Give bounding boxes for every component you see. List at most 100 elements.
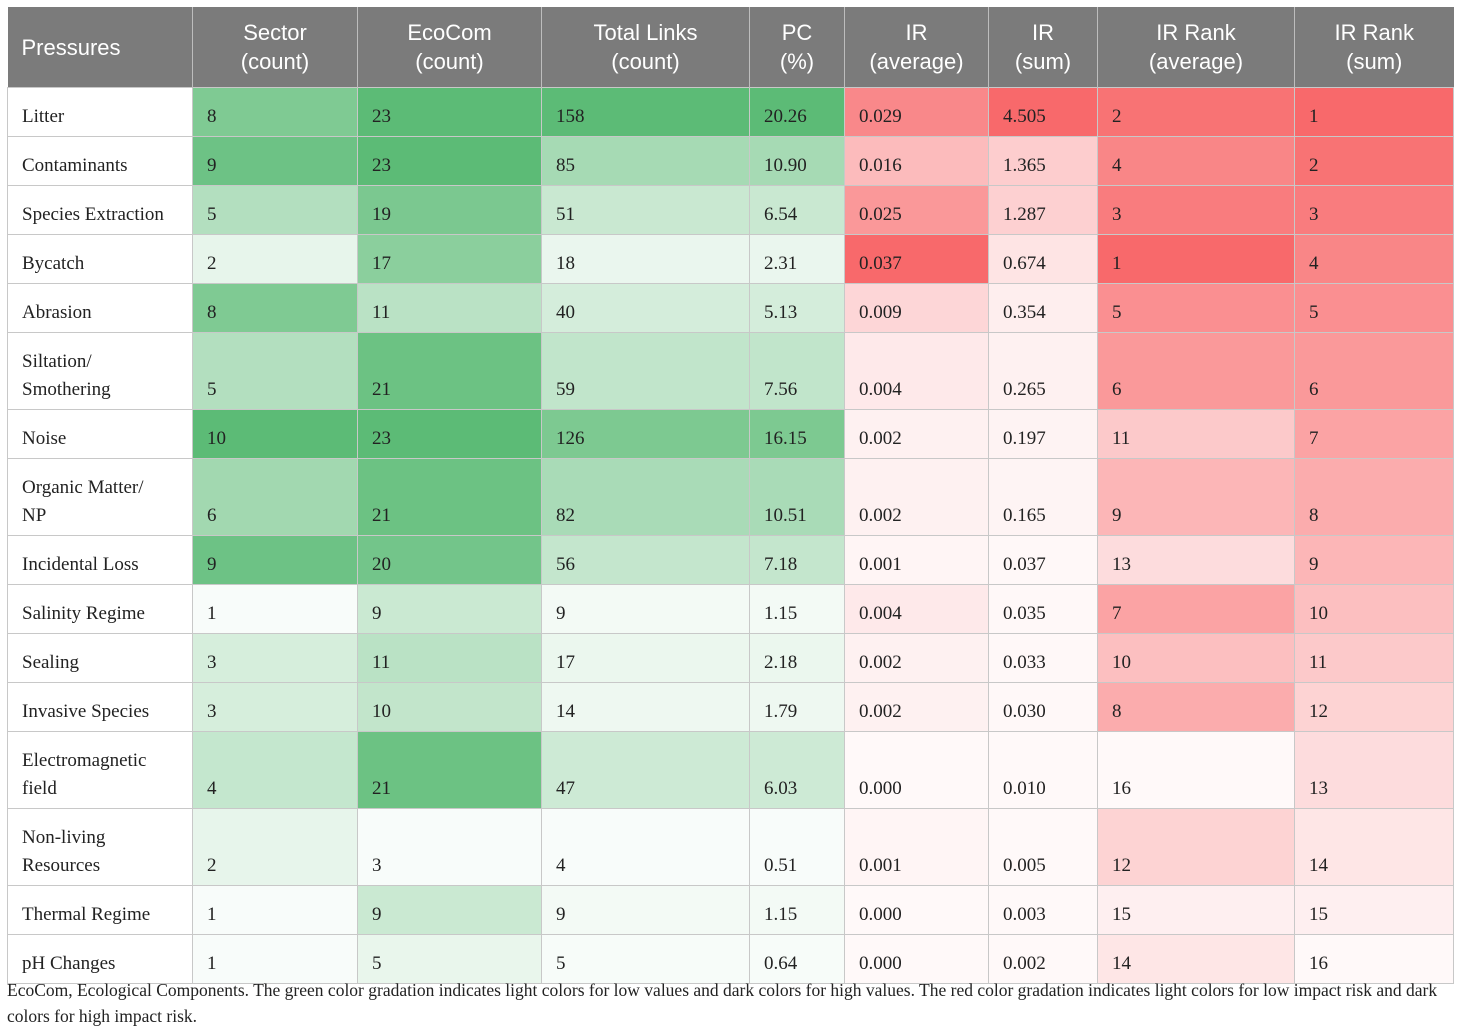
pressure-name-cell: Abrasion — [7, 283, 193, 333]
table-row: Invasive Species 3 10 14 1.79 0.002 0.030 8 12 — [7, 682, 1454, 732]
sector-count-cell: 4 — [192, 731, 358, 809]
ir-average-cell: 0.001 — [844, 808, 989, 886]
pc-percent-cell: 0.64 — [749, 934, 845, 984]
total-links-cell: 126 — [541, 409, 750, 459]
pressure-name-text: NP — [22, 505, 47, 526]
total-links-cell: 9 — [541, 584, 750, 634]
pressure-name-cell: Bycatch — [7, 234, 193, 284]
total-links-cell: 5 — [541, 934, 750, 984]
ir-rank-average-cell: 12 — [1097, 808, 1295, 886]
pressure-name-cell: Thermal Regime — [7, 885, 193, 935]
header-label: IR — [1032, 20, 1054, 45]
total-links-cell: 85 — [541, 136, 750, 186]
ir-rank-sum-cell: 1 — [1294, 87, 1454, 137]
table-row: Bycatch 2 17 18 2.31 0.037 0.674 1 4 — [7, 234, 1454, 284]
header-row: Pressures Sector (count) EcoCom (count) Total… — [7, 7, 1454, 88]
ir-sum-cell: 0.165 — [988, 458, 1098, 536]
table-footnote: EcoCom, Ecological Components. The green… — [7, 980, 1438, 1026]
ir-rank-average-cell: 14 — [1097, 934, 1295, 984]
ir-rank-sum-cell: 9 — [1294, 535, 1454, 585]
table-row: Electromagnetic field 4 21 47 6.03 0.000 0.010 1… — [7, 731, 1454, 809]
table-row: Sealing 3 11 17 2.18 0.002 0.033 10 11 — [7, 633, 1454, 683]
header-label: IR Rank — [1156, 20, 1236, 45]
ecocom-count-cell: 21 — [357, 332, 542, 410]
pressure-name-cell: Organic Matter/NP — [7, 458, 193, 536]
pc-percent-cell: 16.15 — [749, 409, 845, 459]
pc-percent-cell: 7.56 — [749, 332, 845, 410]
ecocom-count-cell: 19 — [357, 185, 542, 235]
ir-sum-cell: 1.365 — [988, 136, 1098, 186]
ir-rank-sum-cell: 7 — [1294, 409, 1454, 459]
sector-count-cell: 5 — [192, 185, 358, 235]
ir-rank-average-cell: 4 — [1097, 136, 1295, 186]
header-ir-rank-average: IR Rank (average) — [1097, 7, 1295, 88]
ir-sum-cell: 0.265 — [988, 332, 1098, 410]
table-row: Abrasion 8 11 40 5.13 0.009 0.354 5 5 — [7, 283, 1454, 333]
pressure-name-text: Siltation/ — [22, 351, 92, 372]
pressure-name-text: Sealing — [22, 652, 79, 673]
pc-percent-cell: 1.79 — [749, 682, 845, 732]
sector-count-cell: 9 — [192, 136, 358, 186]
table-row: pH Changes 1 5 5 0.64 0.000 0.002 14 16 — [7, 934, 1454, 984]
total-links-cell: 14 — [541, 682, 750, 732]
sector-count-cell: 8 — [192, 87, 358, 137]
table-row: Thermal Regime 1 9 9 1.15 0.000 0.003 15 15 — [7, 885, 1454, 935]
table-row: Litter 8 23 158 20.26 0.029 4.505 2 1 — [7, 87, 1454, 137]
pressure-name-cell: Non-living Resources — [7, 808, 193, 886]
sector-count-cell: 1 — [192, 885, 358, 935]
pressure-name-text: Abrasion — [22, 302, 92, 323]
ir-rank-average-cell: 10 — [1097, 633, 1295, 683]
sector-count-cell: 8 — [192, 283, 358, 333]
total-links-cell: 51 — [541, 185, 750, 235]
ir-rank-sum-cell: 2 — [1294, 136, 1454, 186]
pressure-name-cell: Noise — [7, 409, 193, 459]
ir-sum-cell: 0.035 — [988, 584, 1098, 634]
total-links-cell: 17 — [541, 633, 750, 683]
ir-sum-cell: 0.674 — [988, 234, 1098, 284]
ecocom-count-cell: 20 — [357, 535, 542, 585]
ir-sum-cell: 0.005 — [988, 808, 1098, 886]
pressure-name-cell: Litter — [7, 87, 193, 137]
header-label: IR Rank — [1334, 20, 1414, 45]
total-links-cell: 18 — [541, 234, 750, 284]
pc-percent-cell: 20.26 — [749, 87, 845, 137]
total-links-cell: 56 — [541, 535, 750, 585]
pc-percent-cell: 10.51 — [749, 458, 845, 536]
ir-rank-average-cell: 8 — [1097, 682, 1295, 732]
ir-rank-sum-cell: 10 — [1294, 584, 1454, 634]
pressure-name-cell: Electromagnetic field — [7, 731, 193, 809]
ir-rank-average-cell: 3 — [1097, 185, 1295, 235]
ir-average-cell: 0.000 — [844, 885, 989, 935]
pc-percent-cell: 6.54 — [749, 185, 845, 235]
ecocom-count-cell: 23 — [357, 409, 542, 459]
ir-rank-sum-cell: 14 — [1294, 808, 1454, 886]
ecocom-count-cell: 21 — [357, 458, 542, 536]
total-links-cell: 9 — [541, 885, 750, 935]
ecocom-count-cell: 11 — [357, 283, 542, 333]
table-body: Litter 8 23 158 20.26 0.029 4.505 2 1 Contaminant… — [7, 87, 1454, 984]
table-row: Organic Matter/NP 6 21 82 10.51 0.002 0.165 9 8 — [7, 458, 1454, 536]
ir-rank-sum-cell: 5 — [1294, 283, 1454, 333]
ir-average-cell: 0.025 — [844, 185, 989, 235]
header-label: (count) — [415, 49, 484, 74]
header-label: Sector — [243, 20, 307, 45]
pressures-table-container: Pressures Sector (count) EcoCom (count) Total… — [7, 7, 1454, 984]
ir-average-cell: 0.001 — [844, 535, 989, 585]
ecocom-count-cell: 5 — [357, 934, 542, 984]
ir-sum-cell: 0.037 — [988, 535, 1098, 585]
total-links-cell: 59 — [541, 332, 750, 410]
header-pressures: Pressures — [7, 7, 193, 88]
ir-average-cell: 0.009 — [844, 283, 989, 333]
ir-rank-average-cell: 11 — [1097, 409, 1295, 459]
header-label: (%) — [779, 49, 815, 74]
header-ir-sum: IR (sum) — [988, 7, 1098, 88]
table-row: Species Extraction 5 19 51 6.54 0.025 1.287 3 3 — [7, 185, 1454, 235]
header-ir-average: IR (average) — [844, 7, 989, 88]
pressure-name-text: Smothering — [22, 379, 111, 400]
ecocom-count-cell: 3 — [357, 808, 542, 886]
pressure-name-cell: Siltation/Smothering — [7, 332, 193, 410]
ecocom-count-cell: 10 — [357, 682, 542, 732]
header-label: (count) — [611, 49, 680, 74]
ir-rank-average-cell: 9 — [1097, 458, 1295, 536]
pc-percent-cell: 6.03 — [749, 731, 845, 809]
